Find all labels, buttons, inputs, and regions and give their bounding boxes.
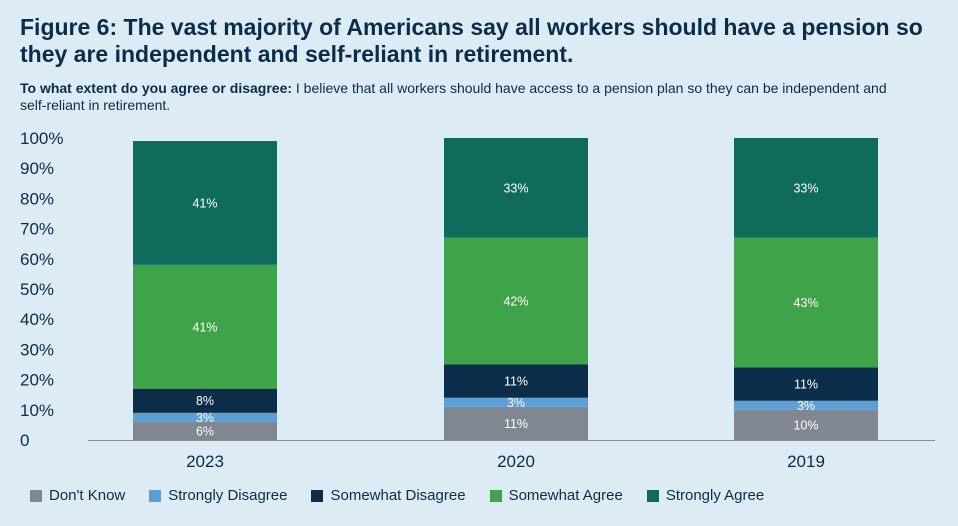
bar-segment-don-t-know-2019 — [734, 409, 878, 440]
legend-item: Strongly Agree — [646, 487, 765, 504]
legend-swatch — [30, 489, 42, 502]
legend-swatch — [149, 489, 162, 502]
x-tick-label: 2019 — [787, 452, 825, 471]
y-tick-label: 90% — [20, 159, 54, 178]
x-tick-label: 2023 — [186, 452, 224, 471]
bar-segment-somewhat-disagree-2019 — [734, 367, 878, 401]
legend-item: Somewhat Disagree — [311, 487, 466, 504]
x-tick-label: 2020 — [497, 452, 535, 471]
y-tick-label: 30% — [20, 340, 54, 359]
data-label: 8% — [196, 394, 214, 408]
data-label: 3% — [507, 396, 525, 410]
bar-segment-strongly-agree-2020 — [444, 138, 588, 238]
legend-label: Somewhat Agree — [508, 487, 623, 504]
data-label: 42% — [503, 295, 528, 309]
legend-item: Strongly Disagree — [149, 487, 287, 504]
figure-label: Figure 6: — [20, 14, 118, 40]
data-label: 11% — [794, 378, 818, 392]
y-tick-label: 60% — [20, 250, 54, 269]
bar-segment-strongly-agree-2023 — [133, 141, 277, 265]
bar-segment-strongly-disagree-2023 — [133, 412, 277, 422]
data-label: 33% — [793, 181, 818, 195]
y-tick-label: 10% — [20, 401, 54, 420]
y-tick-label: 70% — [20, 220, 54, 239]
y-tick-label: 100% — [20, 129, 63, 148]
bar-segment-strongly-disagree-2019 — [734, 400, 878, 410]
y-tick-label: 40% — [20, 310, 54, 329]
y-tick-label: 50% — [20, 280, 54, 299]
legend-swatch — [311, 489, 324, 502]
bar-segment-don-t-know-2023 — [133, 421, 277, 440]
figure-title-text: The vast majority of Americans say all w… — [20, 14, 923, 67]
data-label: 11% — [504, 417, 528, 431]
data-label: 6% — [196, 424, 214, 438]
bar-segment-somewhat-agree-2020 — [444, 237, 588, 365]
data-label: 10% — [793, 418, 818, 432]
legend-swatch — [489, 489, 502, 502]
legend-label: Somewhat Disagree — [330, 487, 466, 504]
data-label: 33% — [503, 181, 528, 195]
legend-item: Don't Know — [30, 487, 125, 504]
data-label: 11% — [504, 375, 528, 389]
question-text: I believe that all workers should have a… — [20, 80, 887, 113]
chart-legend: Don't Know Strongly Disagree Somewhat Disa… — [30, 487, 940, 504]
chart-title: Figure 6: The vast majority of Americans… — [20, 14, 940, 68]
bar-segment-don-t-know-2020 — [444, 406, 588, 440]
data-label: 3% — [797, 399, 815, 413]
bar-segment-strongly-disagree-2020 — [444, 397, 588, 407]
chart-subtitle: To what extent do you agree or disagree:… — [20, 80, 900, 114]
data-label: 43% — [793, 296, 818, 310]
legend-label: Don't Know — [49, 487, 126, 504]
legend-label: Strongly Disagree — [168, 487, 288, 504]
data-label: 3% — [196, 411, 214, 425]
legend-item: Somewhat Agree — [489, 487, 623, 504]
bar-segment-somewhat-agree-2019 — [734, 237, 878, 368]
y-tick-label: 0 — [20, 431, 29, 450]
data-label: 41% — [192, 320, 217, 334]
y-tick-label: 20% — [20, 371, 54, 390]
legend-label: Strongly Agree — [665, 487, 765, 504]
data-label: 41% — [192, 196, 217, 210]
question-lead: To what extent do you agree or disagree: — [20, 80, 293, 96]
y-tick-label: 80% — [20, 189, 54, 208]
bar-segment-somewhat-disagree-2023 — [133, 388, 277, 413]
legend-swatch — [646, 489, 659, 502]
bar-segment-somewhat-disagree-2020 — [444, 364, 588, 398]
bar-segment-strongly-agree-2019 — [734, 138, 878, 238]
bar-segment-somewhat-agree-2023 — [133, 264, 277, 389]
